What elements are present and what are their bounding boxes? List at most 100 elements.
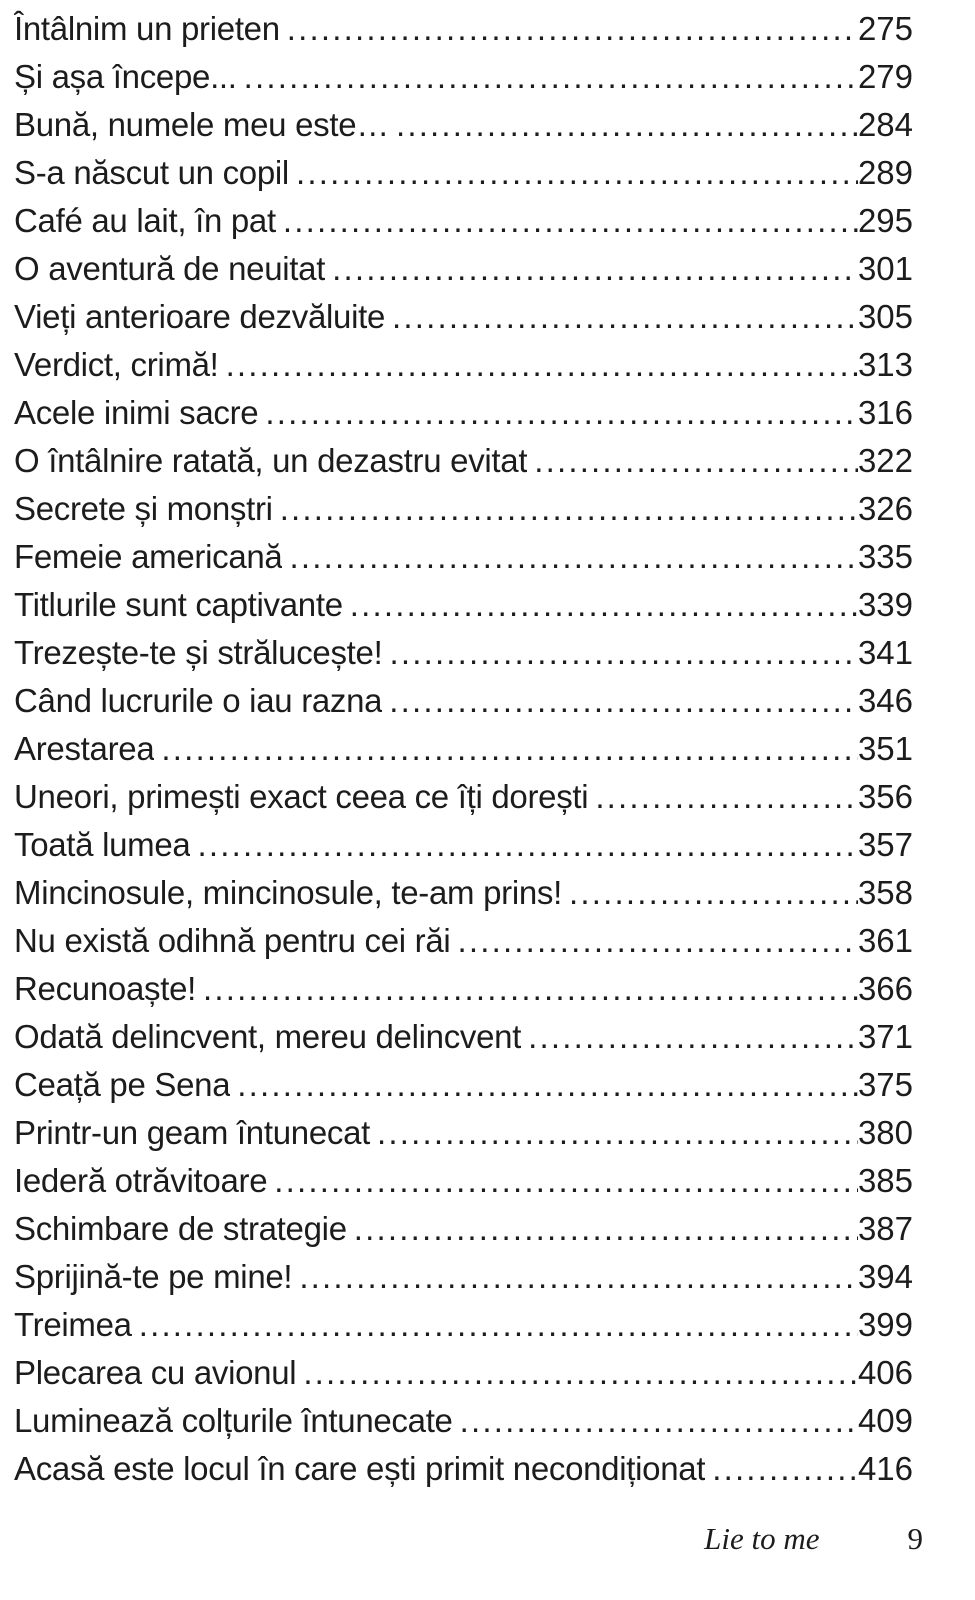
toc-entry-title: Secrete și monștri xyxy=(14,490,273,527)
dot-leader xyxy=(289,533,857,581)
page-footer: Lie to me 9 xyxy=(14,1519,923,1559)
toc-entry-title: Nu există odihnă pentru cei răi xyxy=(14,922,451,959)
toc-entry-page: 295 xyxy=(857,202,913,239)
dot-leader xyxy=(534,437,858,485)
toc-entry-page: 361 xyxy=(857,922,913,959)
toc-entry-page: 322 xyxy=(857,442,913,479)
toc-entry-title: Când lucrurile o iau razna xyxy=(14,682,383,719)
toc-entry: Vieți anterioare dezvăluite 305 xyxy=(14,293,913,341)
footer-book-title: Lie to me xyxy=(704,1521,820,1556)
toc-entry: Luminează colțurile întunecate 409 xyxy=(14,1397,913,1445)
dot-leader xyxy=(161,725,858,773)
dot-leader xyxy=(203,965,858,1013)
toc-entry-page: 371 xyxy=(857,1018,913,1055)
toc-entry-title: Arestarea xyxy=(14,730,155,767)
dot-leader xyxy=(528,1013,858,1061)
toc-entry-page: 409 xyxy=(857,1402,913,1439)
toc-entry-page: 406 xyxy=(857,1354,913,1391)
toc-entry-page: 358 xyxy=(857,874,913,911)
dot-leader xyxy=(244,53,858,101)
toc-entry-page: 356 xyxy=(857,778,913,815)
toc-entry: S-a născut un copil 289 xyxy=(14,149,913,197)
toc-entry-title: O întâlnire ratată, un dezastru evitat xyxy=(14,442,528,479)
toc-entry: Café au lait, în pat 295 xyxy=(14,197,913,245)
toc-entry: Ceață pe Sena 375 xyxy=(14,1061,913,1109)
toc-entry-title: Ceață pe Sena xyxy=(14,1066,231,1103)
dot-leader xyxy=(226,341,858,389)
toc-entry-title: Plecarea cu avionul xyxy=(14,1354,297,1391)
toc-entry-title: Bună, numele meu este… xyxy=(14,106,389,143)
toc-entry-page: 399 xyxy=(857,1306,913,1343)
dot-leader xyxy=(595,773,858,821)
toc-entry: O aventură de neuitat 301 xyxy=(14,245,913,293)
dot-leader xyxy=(296,149,858,197)
toc-entry: Iederă otrăvitoare 385 xyxy=(14,1157,913,1205)
toc-entry: Bună, numele meu este… 284 xyxy=(14,101,913,149)
toc-entry-page: 326 xyxy=(857,490,913,527)
toc-entry: Acele inimi sacre 316 xyxy=(14,389,913,437)
toc-entry-page: 339 xyxy=(857,586,913,623)
toc-entry-title: Printr-un geam întunecat xyxy=(14,1114,370,1151)
toc-entry: Printr-un geam întunecat 380 xyxy=(14,1109,913,1157)
toc-entry: Uneori, primești exact ceea ce îți doreș… xyxy=(14,773,913,821)
toc-entry-page: 380 xyxy=(857,1114,913,1151)
toc-entry-title: Și așa începe... xyxy=(14,58,237,95)
dot-leader xyxy=(283,197,858,245)
toc-entry-page: 335 xyxy=(857,538,913,575)
toc-entry-title: Sprijină-te pe mine! xyxy=(14,1258,293,1295)
toc-entry-title: Acele inimi sacre xyxy=(14,394,259,431)
dot-leader xyxy=(389,677,858,725)
toc-entry: Întâlnim un prieten 275 xyxy=(14,5,913,53)
toc-entry: Secrete și monștri 326 xyxy=(14,485,913,533)
toc-entry-page: 375 xyxy=(857,1066,913,1103)
toc-entry-page: 387 xyxy=(857,1210,913,1247)
toc-entry-title: Luminează colțurile întunecate xyxy=(14,1402,453,1439)
dot-leader xyxy=(274,1157,858,1205)
toc-entry: Toată lumea 357 xyxy=(14,821,913,869)
dot-leader xyxy=(712,1445,858,1493)
toc-entry-title: Acasă este locul în care ești primit nec… xyxy=(14,1450,706,1487)
dot-leader xyxy=(237,1061,858,1109)
dot-leader xyxy=(197,821,857,869)
toc-entry: Sprijină-te pe mine! 394 xyxy=(14,1253,913,1301)
toc-entry: Trezește-te și strălucește! 341 xyxy=(14,629,913,677)
toc-entry-title: S-a născut un copil xyxy=(14,154,289,191)
toc-entry-page: 385 xyxy=(857,1162,913,1199)
toc-entry-title: Treimea xyxy=(14,1306,132,1343)
toc-entry-page: 316 xyxy=(857,394,913,431)
toc-entry-title: Toată lumea xyxy=(14,826,191,863)
dot-leader xyxy=(457,917,857,965)
toc-list: Întâlnim un prieten 275 Și așa începe...… xyxy=(14,5,913,1493)
toc-entry-title: Recunoaște! xyxy=(14,970,196,1007)
toc-entry-title: Iederă otrăvitoare xyxy=(14,1162,268,1199)
toc-entry: Arestarea 351 xyxy=(14,725,913,773)
dot-leader xyxy=(389,629,857,677)
toc-entry-page: 366 xyxy=(857,970,913,1007)
toc-entry: Și așa începe... 279 xyxy=(14,53,913,101)
dot-leader xyxy=(354,1205,858,1253)
toc-entry: Nu există odihnă pentru cei răi 361 xyxy=(14,917,913,965)
toc-entry-title: Verdict, crimă! xyxy=(14,346,219,383)
toc-entry: Titlurile sunt captivante 339 xyxy=(14,581,913,629)
toc-entry: Acasă este locul în care ești primit nec… xyxy=(14,1445,913,1493)
toc-entry-title: Vieți anterioare dezvăluite xyxy=(14,298,386,335)
dot-leader xyxy=(392,293,858,341)
toc-entry: Verdict, crimă! 313 xyxy=(14,341,913,389)
toc-entry-page: 416 xyxy=(857,1450,913,1487)
toc-entry-page: 394 xyxy=(857,1258,913,1295)
toc-entry-title: Schimbare de strategie xyxy=(14,1210,347,1247)
toc-entry-page: 341 xyxy=(857,634,913,671)
toc-entry-page: 313 xyxy=(857,346,913,383)
toc-entry: Odată delincvent, mereu delincvent 371 xyxy=(14,1013,913,1061)
toc-entry-page: 346 xyxy=(857,682,913,719)
dot-leader xyxy=(460,1397,858,1445)
toc-entry-page: 305 xyxy=(857,298,913,335)
dot-leader xyxy=(265,389,858,437)
toc-entry-title: O aventură de neuitat xyxy=(14,250,326,287)
dot-leader xyxy=(396,101,858,149)
dot-leader xyxy=(287,5,858,53)
dot-leader xyxy=(332,245,858,293)
toc-entry-title: Femeie americană xyxy=(14,538,283,575)
dot-leader xyxy=(350,581,858,629)
